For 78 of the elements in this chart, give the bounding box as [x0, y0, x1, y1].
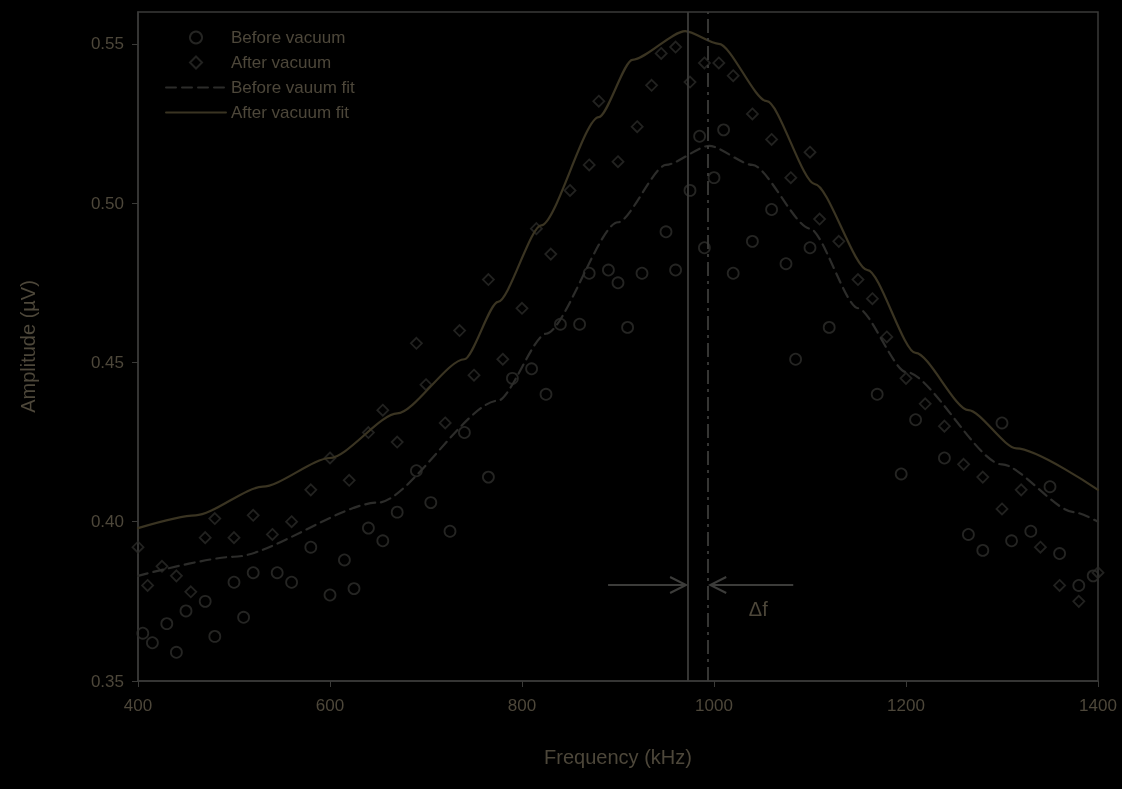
- point: [957, 457, 970, 471]
- point: [592, 94, 606, 108]
- point: [976, 470, 990, 484]
- x-axis-title: Frequency (kHz): [544, 746, 692, 768]
- point: [813, 212, 826, 226]
- point: [669, 40, 682, 54]
- point: [141, 579, 154, 592]
- point: [899, 371, 913, 385]
- point: [544, 247, 558, 261]
- point: [170, 569, 183, 583]
- point: [482, 273, 495, 286]
- point: [155, 559, 169, 573]
- point: [1034, 540, 1047, 554]
- point: [266, 528, 279, 541]
- point: [995, 502, 1009, 516]
- x-tick-label: 1000: [695, 696, 733, 715]
- point: [803, 145, 817, 159]
- point: [698, 56, 711, 70]
- point: [342, 473, 356, 487]
- point: [184, 585, 198, 599]
- point: [611, 155, 625, 169]
- x-tick-label: 1200: [887, 696, 925, 715]
- point: [323, 451, 337, 465]
- point: [390, 435, 404, 449]
- point: [938, 419, 951, 433]
- point: [285, 515, 298, 529]
- x-tick-label: 400: [123, 696, 153, 715]
- point: [1014, 483, 1028, 497]
- y-tick-label: 0.45: [90, 352, 124, 372]
- point: [1053, 579, 1066, 592]
- point: [563, 184, 577, 197]
- y-tick-label: 0.40: [90, 512, 124, 532]
- point: [515, 301, 529, 315]
- point: [246, 508, 260, 522]
- point: [683, 75, 697, 89]
- point: [630, 120, 644, 134]
- legend-label: After vacuum: [231, 53, 332, 72]
- point: [362, 426, 375, 439]
- point: [1091, 566, 1105, 580]
- point: [208, 512, 222, 525]
- point: [746, 107, 759, 121]
- point: [438, 416, 452, 430]
- point: [410, 336, 423, 350]
- x-tick-label: 800: [507, 696, 537, 715]
- y-axis-title: Amplitude (µV): [17, 280, 39, 413]
- point: [227, 531, 241, 545]
- point: [784, 171, 798, 185]
- point: [496, 352, 510, 366]
- point: [712, 56, 726, 70]
- point: [304, 483, 318, 497]
- point: [880, 330, 894, 344]
- point: [654, 47, 668, 60]
- point: [453, 324, 466, 337]
- y-tick-label: 0.55: [90, 34, 124, 54]
- point: [1072, 594, 1086, 608]
- legend-label: After vacuum fit: [231, 103, 350, 122]
- y-tick-label: 0.35: [90, 671, 124, 691]
- y-tick-label: 0.50: [90, 193, 124, 213]
- point: [851, 273, 865, 286]
- point: [765, 133, 778, 146]
- point: [376, 403, 390, 417]
- point: [467, 368, 481, 382]
- point: [645, 78, 658, 92]
- point: [198, 531, 212, 545]
- point: [419, 378, 433, 392]
- point: [832, 234, 846, 248]
- point: [726, 69, 740, 83]
- point: [131, 540, 145, 554]
- annotation: Δf: [748, 598, 769, 620]
- x-tick-label: 1400: [1079, 696, 1117, 715]
- point: [582, 158, 596, 172]
- x-tick-label: 600: [315, 696, 345, 715]
- point: [866, 292, 879, 306]
- legend-label: Before vauum fit: [231, 78, 356, 97]
- line-series: [136, 30, 1100, 530]
- point: [918, 397, 932, 411]
- point: [530, 222, 543, 236]
- legend-label: Before vacuum: [231, 28, 346, 47]
